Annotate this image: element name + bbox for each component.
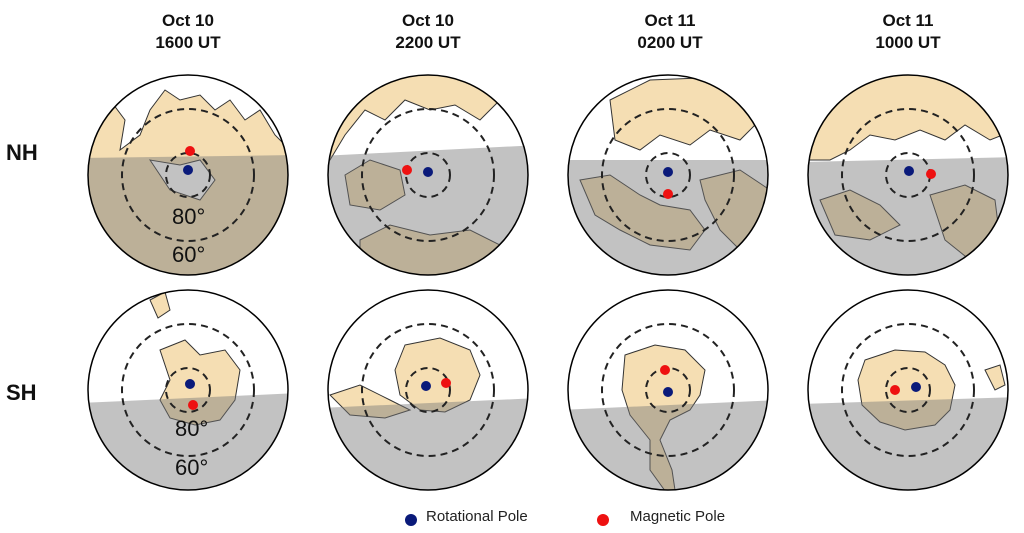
magnetic-pole-marker (663, 189, 673, 199)
column-title-3: Oct 11 0200 UT (600, 10, 740, 54)
row-label-sh: SH (6, 380, 37, 405)
magnetic-pole-marker (890, 385, 900, 395)
magnetic-pole-marker (441, 378, 451, 388)
night-shading (808, 157, 1008, 275)
latitude-ring-80 (405, 367, 451, 413)
outer-boundary (87, 74, 289, 276)
latitude-ring-60 (601, 108, 735, 242)
night-shading (328, 145, 528, 275)
latitude-ring-60 (841, 108, 975, 242)
column-title-time: 2200 UT (395, 33, 461, 52)
column-title-date: Oct 10 (162, 11, 214, 30)
ring-label-80: 80° (172, 204, 205, 229)
night-shading (88, 393, 288, 490)
latitude-ring-80 (885, 367, 931, 413)
column-title-time: 0200 UT (637, 33, 703, 52)
legend-magnetic-marker (597, 514, 609, 526)
outer-boundary (567, 289, 769, 491)
latitude-ring-80 (645, 152, 691, 198)
rotational-pole-marker (663, 387, 673, 397)
latitude-ring-80 (165, 152, 211, 198)
nh-map-panel-2 (328, 75, 528, 275)
latitude-ring-60 (841, 323, 975, 457)
night-shading (88, 155, 288, 275)
ring-label-60: 60° (172, 242, 205, 267)
sh-map-panel-2 (328, 290, 528, 490)
nh-map-panel-4 (808, 75, 1008, 275)
latitude-ring-60 (361, 323, 495, 457)
outer-boundary (327, 289, 529, 491)
magnetic-pole-marker (185, 146, 195, 156)
latitude-ring-80 (405, 152, 451, 198)
column-title-2: Oct 10 2200 UT (358, 10, 498, 54)
rotational-pole-marker (185, 379, 195, 389)
latitude-ring-80 (645, 367, 691, 413)
latitude-ring-60 (121, 108, 255, 242)
magnetic-pole-marker (188, 400, 198, 410)
magnetic-pole-marker (926, 169, 936, 179)
sh-map-panel-4 (808, 290, 1008, 490)
legend-rotational-marker (405, 514, 417, 526)
column-title-1: Oct 10 1600 UT (118, 10, 258, 54)
magnetic-pole-marker (660, 365, 670, 375)
legend-magnetic-label: Magnetic Pole (630, 508, 726, 525)
nh-map-panel-3 (568, 75, 768, 275)
landmass (88, 89, 288, 275)
outer-boundary (327, 74, 529, 276)
column-title-time: 1000 UT (875, 33, 941, 52)
landmass (621, 344, 706, 490)
latitude-ring-80 (165, 367, 211, 413)
row-label-nh: NH (6, 140, 38, 165)
outer-boundary (807, 74, 1009, 276)
column-title-date: Oct 11 (644, 11, 696, 30)
outer-boundary (567, 74, 769, 276)
night-shading (568, 160, 768, 275)
landmass (329, 337, 481, 419)
ring-label-80: 80° (175, 416, 208, 441)
rotational-pole-marker (183, 165, 193, 175)
legend-rotational-label: Rotational Pole (426, 508, 528, 525)
column-title-date: Oct 10 (402, 11, 454, 30)
magnetic-pole-marker (402, 165, 412, 175)
rotational-pole-marker (663, 167, 673, 177)
ring-label-60: 60° (175, 455, 208, 480)
column-title-date: Oct 11 (882, 11, 934, 30)
rotational-pole-marker (904, 166, 914, 176)
landmass (857, 349, 1006, 431)
rotational-pole-marker (911, 382, 921, 392)
outer-boundary (87, 289, 289, 491)
latitude-ring-60 (121, 323, 255, 457)
rotational-pole-marker (423, 167, 433, 177)
latitude-ring-60 (601, 323, 735, 457)
rotational-pole-marker (421, 381, 431, 391)
outer-boundary (807, 289, 1009, 491)
column-title-time: 1600 UT (155, 33, 221, 52)
latitude-ring-60 (361, 108, 495, 242)
column-title-4: Oct 11 1000 UT (838, 10, 978, 54)
